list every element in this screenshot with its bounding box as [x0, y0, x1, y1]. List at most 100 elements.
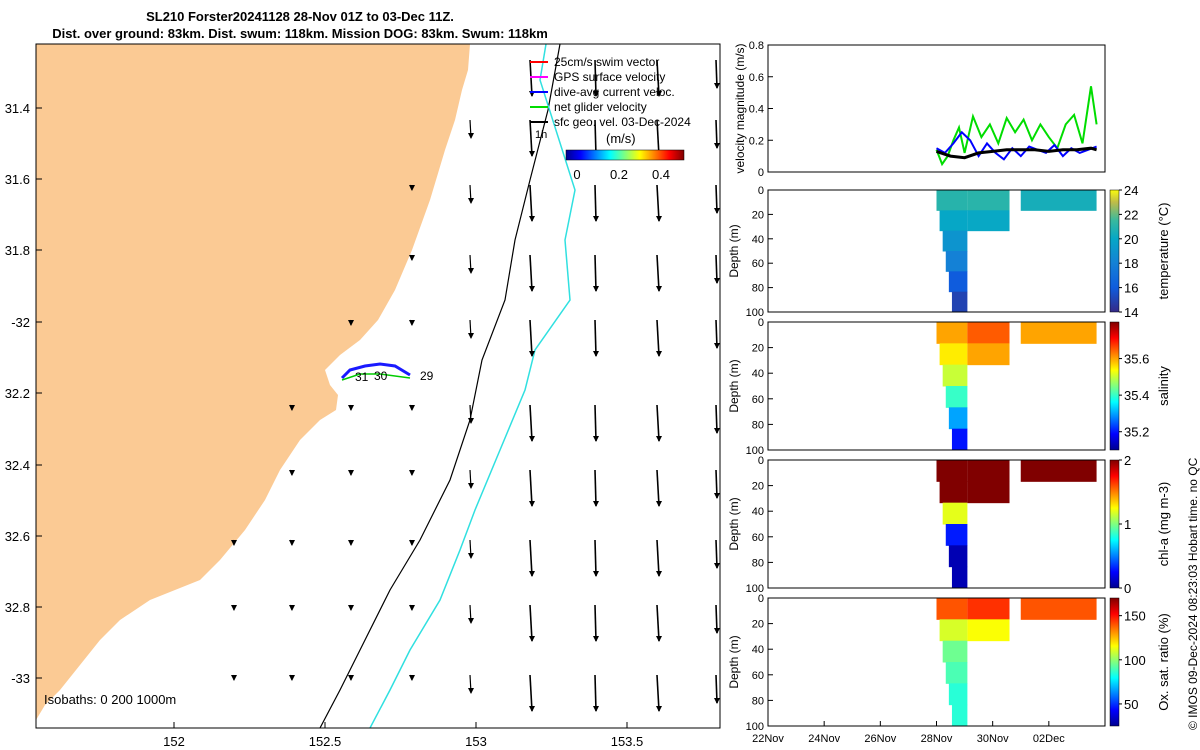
- time-tick-label: 22Nov: [752, 733, 784, 745]
- velocity-arrow: [529, 184, 535, 222]
- colorbar-tick-label: 0: [1124, 581, 1131, 596]
- velocity-arrow: [656, 469, 662, 507]
- velocity-arrow: [348, 539, 354, 546]
- time-tick-label: 28Nov: [921, 733, 953, 745]
- depth-axis-label: Depth (m): [727, 224, 741, 277]
- time-tick-label: 24Nov: [808, 733, 840, 745]
- velocity-arrow: [468, 539, 474, 559]
- velocity-arrow: [714, 254, 720, 284]
- velocity-arrow: [593, 604, 599, 642]
- velocity-arrow: [714, 674, 720, 704]
- colorbar-tick-label: 35.6: [1124, 352, 1149, 367]
- depth-tick-label: 20: [752, 619, 764, 631]
- map-frame: [35, 43, 721, 729]
- velocity-y-tick-label: 0.6: [749, 72, 764, 84]
- velocity-arrow: [593, 469, 599, 507]
- heatmap-panel: 0 20 40 60 80 100 Depth (m) 0 1 2 chl-a (mg m-3): [727, 453, 1171, 596]
- heatmap-panel: 0 20 40 60 80 100 Depth (m) 50 100 150 Ox. sat. ra…: [727, 593, 1171, 733]
- velocity-arrow: [714, 404, 720, 434]
- map-x-tick-label: 152.5: [309, 734, 342, 749]
- credit-text: © IMOS 09-Dec-2024 08:23:03 Hobart time.…: [1186, 457, 1200, 730]
- velocity-arrow: [656, 59, 662, 97]
- velocity-arrow: [529, 404, 535, 442]
- current-streamline: [369, 44, 576, 728]
- velocity-arrow: [714, 539, 720, 569]
- velocity-arrow: [348, 604, 354, 611]
- colorbar-tick-label: 20: [1124, 232, 1138, 247]
- heatmap-cell: [942, 230, 968, 252]
- heatmap-colorbar: [1109, 459, 1120, 589]
- heatmap-panel: 0 20 40 60 80 100 Depth (m) 35.2 35.4 35.6 salinit…: [727, 317, 1171, 457]
- colorbar-tick-label: 50: [1124, 697, 1138, 712]
- heatmap-frame: [767, 459, 1106, 589]
- velocity-y-tick-label: 0.8: [749, 40, 764, 52]
- heatmap-cell: [967, 210, 1010, 232]
- map-y-tick-label: 31.8: [5, 243, 30, 258]
- heatmap-panel: 0 20 40 60 80 100 Depth (m) 14 16 18 20 22 24 tempera…: [727, 183, 1171, 320]
- depth-tick-label: 80: [752, 419, 764, 431]
- heatmap-cell: [967, 460, 1010, 482]
- velocity-arrow: [409, 319, 415, 326]
- heatmap-cell: [967, 619, 1010, 642]
- velocity-y-tick-label: 0.2: [749, 135, 764, 147]
- colorbar-tick-label: 18: [1124, 256, 1138, 271]
- velocity-arrow: [409, 604, 415, 611]
- depth-tick-label: 60: [752, 258, 764, 270]
- colorbar-tick-label: 150: [1124, 609, 1146, 624]
- velocity-arrow: [656, 539, 662, 577]
- heatmap-cell: [945, 662, 968, 684]
- colorbar-tick-label: 1: [1124, 517, 1131, 532]
- velocity-arrow: [529, 604, 535, 642]
- velocity-arrow: [529, 254, 535, 292]
- map-y-tick-label: 31.4: [5, 101, 30, 116]
- colorbar-label: chl-a (mg m-3): [1156, 482, 1171, 567]
- velocity-arrow: [468, 604, 474, 624]
- map-y-tick-label: 32.4: [5, 458, 30, 473]
- heatmap-frame: [767, 189, 1106, 313]
- heatmap-cell: [1020, 190, 1097, 211]
- velocity-arrow: [468, 119, 474, 139]
- time-tick-label: 26Nov: [864, 733, 896, 745]
- depth-tick-label: 20: [752, 481, 764, 493]
- map-x-tick-label: 152: [163, 734, 185, 749]
- map-y-tick-label: 32.8: [5, 600, 30, 615]
- velocity-arrow: [593, 674, 599, 712]
- heatmap-cell: [967, 343, 1010, 366]
- map-panel: 31 30 29 Isobaths: 0 200 1000m 152 152.5 1…: [5, 43, 721, 749]
- velocity-series-line: [936, 146, 1098, 160]
- velocity-arrow: [468, 319, 474, 339]
- colorbar-tick-label: 0: [573, 167, 580, 182]
- heatmap-cell: [967, 322, 1010, 344]
- velocity-arrow: [289, 604, 295, 611]
- day-label-30: 30: [374, 369, 388, 383]
- velocity-arrow: [348, 674, 354, 681]
- velocity-arrow: [593, 59, 599, 97]
- heatmap-cell: [945, 251, 968, 272]
- depth-tick-label: 0: [758, 185, 764, 197]
- map-x-tick-label: 153.5: [611, 734, 644, 749]
- depth-tick-label: 40: [752, 644, 764, 656]
- depth-tick-label: 20: [752, 209, 764, 221]
- depth-axis-label: Depth (m): [727, 635, 741, 688]
- velocity-arrow: [348, 469, 354, 476]
- heatmap-cell: [951, 428, 968, 451]
- heatmap-cell: [942, 502, 968, 525]
- heatmap-cell: [936, 322, 968, 344]
- time-axis: 22Nov 24Nov 26Nov 28Nov 30Nov 02Dec: [752, 721, 1065, 745]
- heatmap-cell: [936, 598, 968, 620]
- colorbar-tick-label: 35.4: [1124, 388, 1149, 403]
- time-tick-label: 30Nov: [977, 733, 1009, 745]
- map-x-axis: 152 152.5 153 153.5: [163, 722, 643, 749]
- heatmap-cell: [967, 481, 1010, 504]
- legend-label: 25cm/s swim vector: [554, 55, 659, 69]
- colorbar-units: (m/s): [606, 131, 636, 146]
- depth-tick-label: 100: [746, 583, 764, 595]
- depth-tick-label: 40: [752, 234, 764, 246]
- colorbar-tick-label: 24: [1124, 183, 1138, 198]
- colorbar-tick-label: 16: [1124, 281, 1138, 296]
- heatmap-frame: [767, 321, 1106, 451]
- glider-track-green: [341, 373, 411, 381]
